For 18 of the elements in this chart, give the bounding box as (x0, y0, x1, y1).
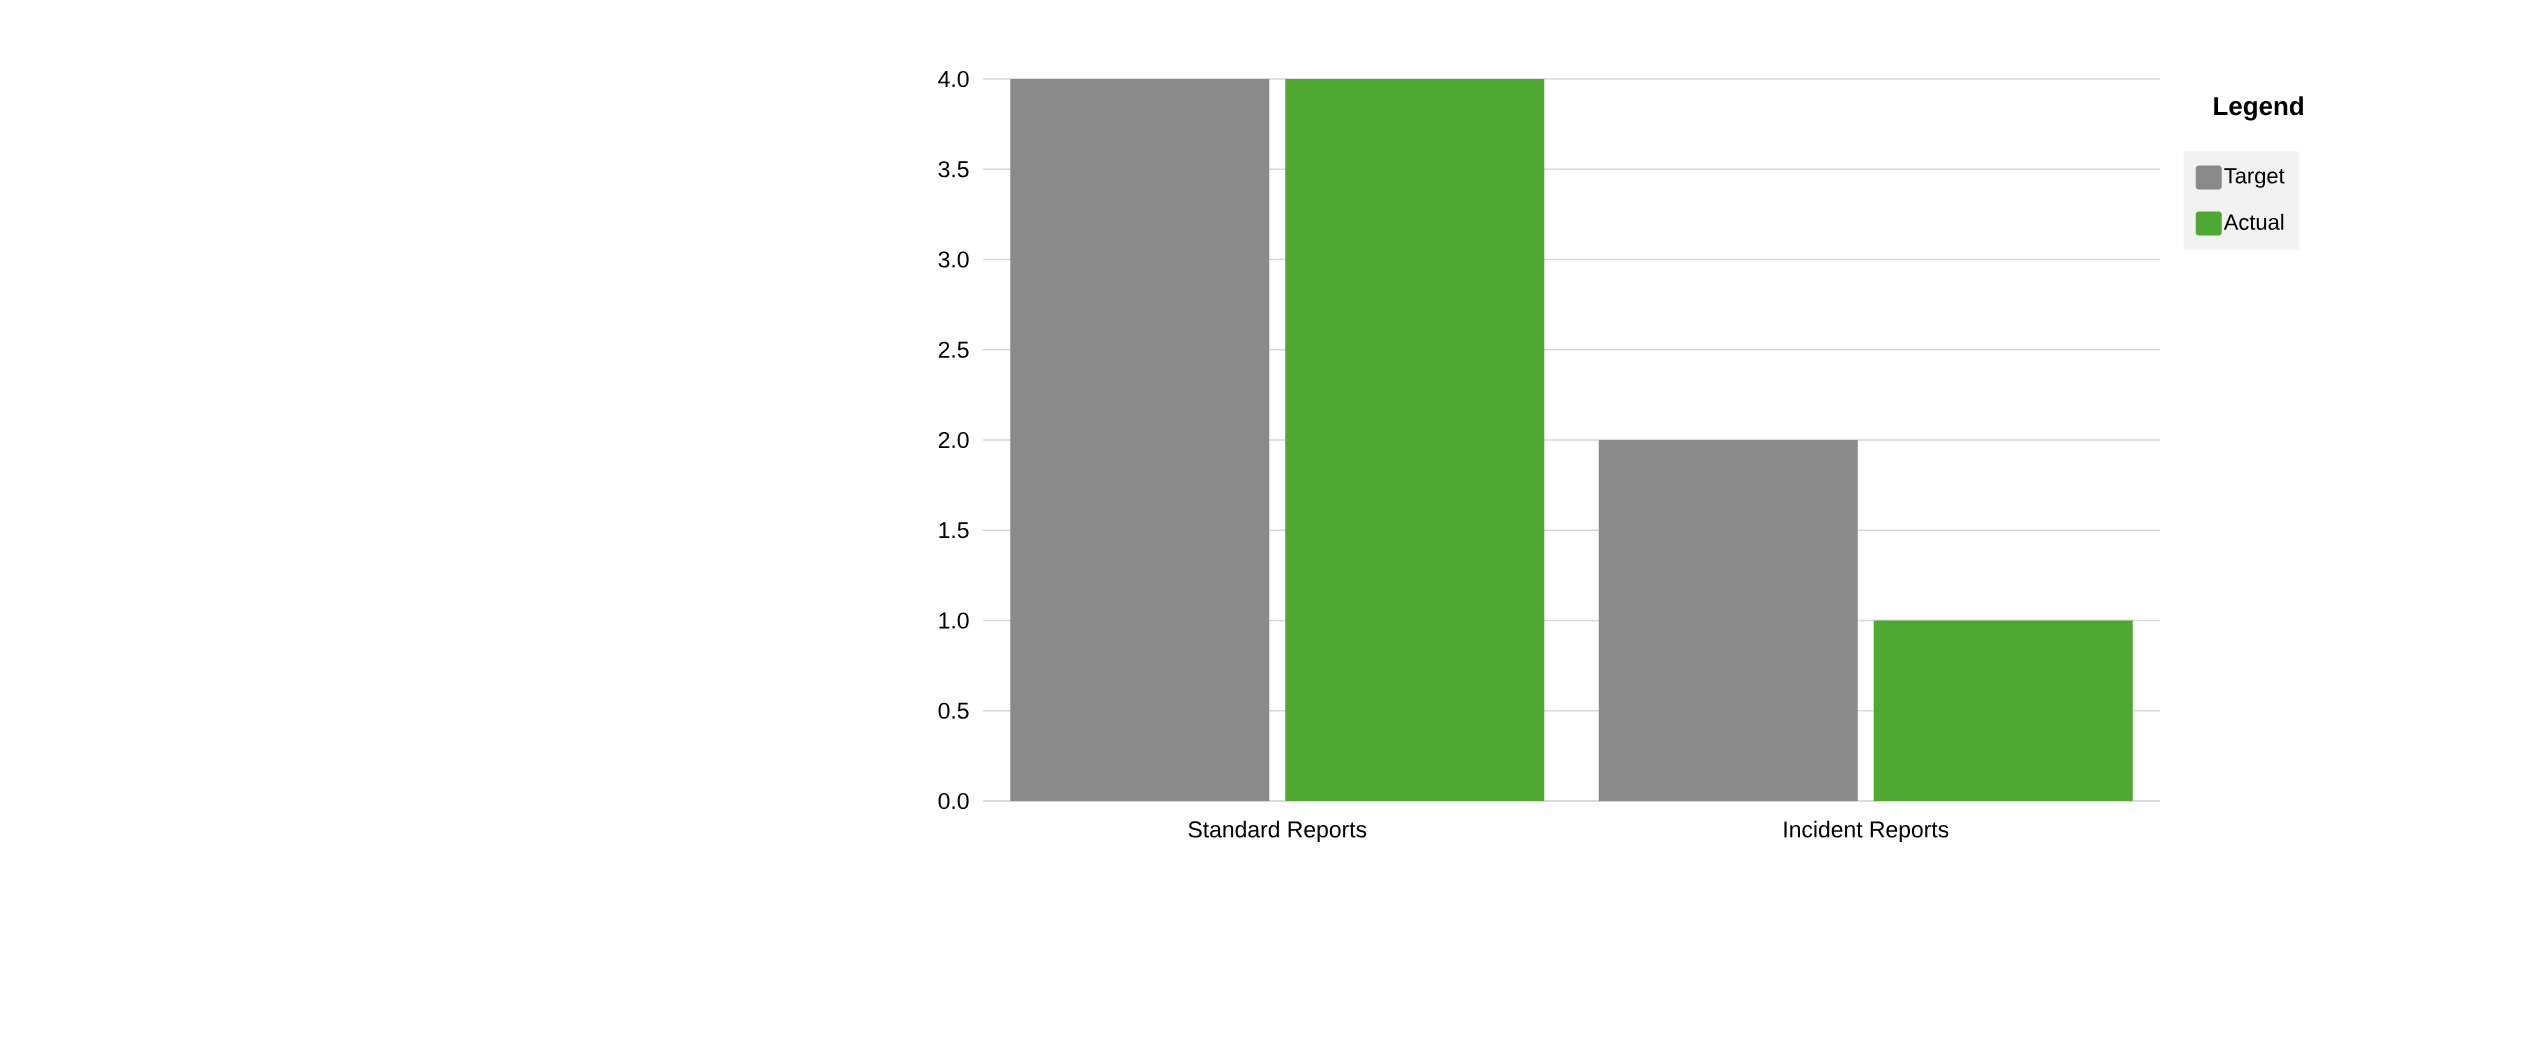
y-tick-label: 0.5 (938, 702, 969, 719)
bar (1010, 78, 1270, 801)
x-tick-label: Incident Reports (1784, 820, 1949, 843)
y-tick-label: 1.0 (939, 612, 969, 629)
legend-label: Actual (2223, 213, 2284, 230)
y-tick-label: 3.0 (938, 251, 969, 268)
bar (1598, 439, 1858, 801)
y-tick-label: 2.0 (938, 431, 969, 449)
y-tick-label: 4.0 (938, 70, 969, 88)
legend-title: Legend (2214, 96, 2303, 121)
bar (1873, 620, 2133, 801)
y-tick-label: 1.5 (939, 522, 969, 539)
y-tick-label: 2.5 (938, 341, 969, 358)
bar (1285, 78, 1545, 801)
x-tick-label: Standard Reports (1188, 820, 1367, 843)
legend-label: Target (2224, 168, 2285, 188)
y-tick-label: 0.0 (938, 792, 969, 810)
y-tick-label: 3.5 (938, 161, 969, 178)
